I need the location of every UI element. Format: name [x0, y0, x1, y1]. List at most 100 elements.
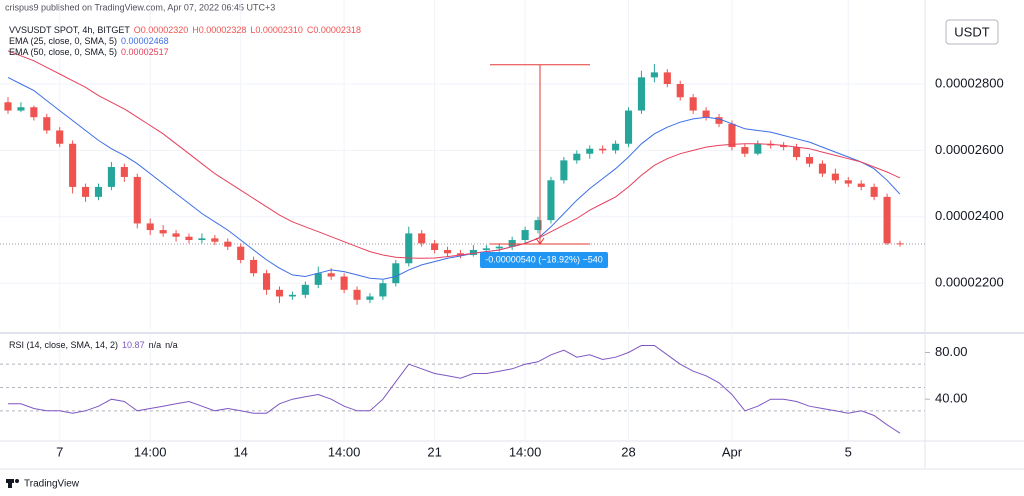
- candle-body: [793, 147, 801, 158]
- candle-body: [133, 176, 141, 224]
- candle-body: [94, 186, 103, 197]
- candle-body: [469, 249, 477, 255]
- x-tick-label: 5: [845, 444, 852, 459]
- y-tick-label: 0.00002600: [935, 142, 1004, 157]
- candle-body: [17, 107, 25, 111]
- candle-body: [314, 273, 322, 285]
- ema-line: [7, 50, 901, 259]
- candle-body: [262, 273, 271, 290]
- candle-body: [224, 241, 232, 247]
- measure-label-box: [480, 252, 608, 269]
- candle-body: [301, 284, 309, 295]
- candle-body: [456, 253, 465, 255]
- candle-body: [637, 77, 646, 111]
- candle-body: [69, 143, 77, 187]
- y-tick-label: 0.00002200: [935, 275, 1004, 290]
- legend-title: VVSUSDT SPOT, 4h, BITGET: [9, 25, 130, 35]
- x-tick-label: 28: [621, 444, 635, 459]
- candle-body: [405, 233, 413, 264]
- candle-body: [495, 246, 503, 249]
- candle-body: [676, 83, 684, 98]
- candle-body: [624, 110, 633, 144]
- measure-arrow: [535, 237, 545, 245]
- legend-name: EMA (50, close, 0, SMA, 5): [9, 47, 117, 57]
- candle-body: [560, 160, 568, 181]
- legend-value: 0.00002468: [121, 36, 169, 46]
- rsi-legend-value: n/a: [149, 340, 162, 350]
- candle-body: [586, 148, 594, 154]
- currency-box[interactable]: [945, 19, 999, 45]
- candle-body: [418, 233, 426, 244]
- candles: [4, 64, 904, 305]
- candle-body: [521, 230, 529, 241]
- candle-body: [237, 246, 245, 260]
- x-tick-label: 14:00: [134, 444, 167, 459]
- rsi-line: [8, 345, 901, 434]
- y-tick-label: 0.00002400: [935, 208, 1004, 223]
- candle-body: [185, 236, 193, 241]
- candle-body: [818, 163, 826, 174]
- rsi-tick-label: 80.00: [935, 344, 968, 359]
- legend-ohlc: O0.00002320: [134, 25, 189, 35]
- candle-body: [728, 123, 736, 148]
- candle-body: [780, 145, 788, 148]
- x-tick-label: 14:00: [328, 444, 361, 459]
- candle-body: [508, 240, 516, 247]
- candle-body: [534, 220, 542, 231]
- candle-body: [288, 294, 296, 297]
- candle-body: [482, 248, 490, 250]
- candle-body: [650, 72, 658, 78]
- candle-body: [599, 148, 607, 151]
- candle-body: [275, 289, 284, 297]
- candle-body: [612, 143, 620, 151]
- currency[interactable]: USDT: [954, 24, 989, 39]
- rsi-legend-value: 10.87: [122, 340, 145, 350]
- candle-body: [366, 296, 374, 300]
- candle-body: [857, 183, 865, 187]
- candle-body: [431, 243, 439, 250]
- legend-ohlc: C0.00002318: [307, 25, 361, 35]
- candle-body: [392, 263, 400, 284]
- legend: EMA (25, close, 0, SMA, 5) 0.00002468: [9, 36, 169, 46]
- candle-body: [443, 249, 452, 254]
- y-tick-label: 0.00002800: [935, 75, 1004, 90]
- candle-body: [754, 143, 762, 154]
- candle-body: [56, 130, 64, 144]
- x-tick-label: 14:00: [509, 444, 542, 459]
- candle-body: [82, 186, 90, 197]
- rsi-tick-label: 40.00: [935, 391, 968, 406]
- legend-name: EMA (25, close, 0, SMA, 5): [9, 36, 117, 46]
- legend-ohlc: H0.00002328: [192, 25, 246, 35]
- candle-body: [663, 72, 671, 84]
- candle-body: [883, 196, 891, 244]
- rsi-legend-name: RSI (14, close, SMA, 14, 2): [9, 340, 118, 350]
- candle-body: [159, 230, 167, 234]
- candle-body: [340, 276, 348, 290]
- branding-logo: [6, 479, 19, 488]
- candle-body: [844, 180, 852, 184]
- legend: RSI (14, close, SMA, 14, 2) 10.87 n/a n/a: [9, 340, 178, 350]
- x-tick-label: Apr: [722, 444, 743, 459]
- ema-line: [7, 76, 901, 280]
- candle-body: [4, 102, 12, 111]
- rsi-legend-value: n/a: [165, 340, 178, 350]
- measure-label: -0.00000540 (−18.92%) −540: [485, 254, 603, 264]
- candle-body: [172, 233, 180, 237]
- x-tick-label: 21: [427, 444, 441, 459]
- candle-body: [353, 289, 361, 300]
- candle-body: [805, 157, 814, 164]
- candle-body: [831, 173, 839, 181]
- candle-body: [120, 166, 128, 177]
- candle-body: [211, 238, 219, 242]
- legend-value: 0.00002517: [121, 47, 169, 57]
- candle-body: [870, 186, 878, 197]
- legend: EMA (50, close, 0, SMA, 5) 0.00002517: [9, 47, 169, 57]
- legend: VVSUSDT SPOT, 4h, BITGET O0.00002320 H0.00…: [9, 25, 361, 35]
- candle-body: [250, 259, 258, 274]
- candle-body: [327, 273, 335, 277]
- candle-body: [715, 117, 723, 124]
- candle-body: [702, 110, 710, 118]
- legend-ohlc: L0.00002310: [250, 25, 303, 35]
- candle-body: [689, 97, 697, 111]
